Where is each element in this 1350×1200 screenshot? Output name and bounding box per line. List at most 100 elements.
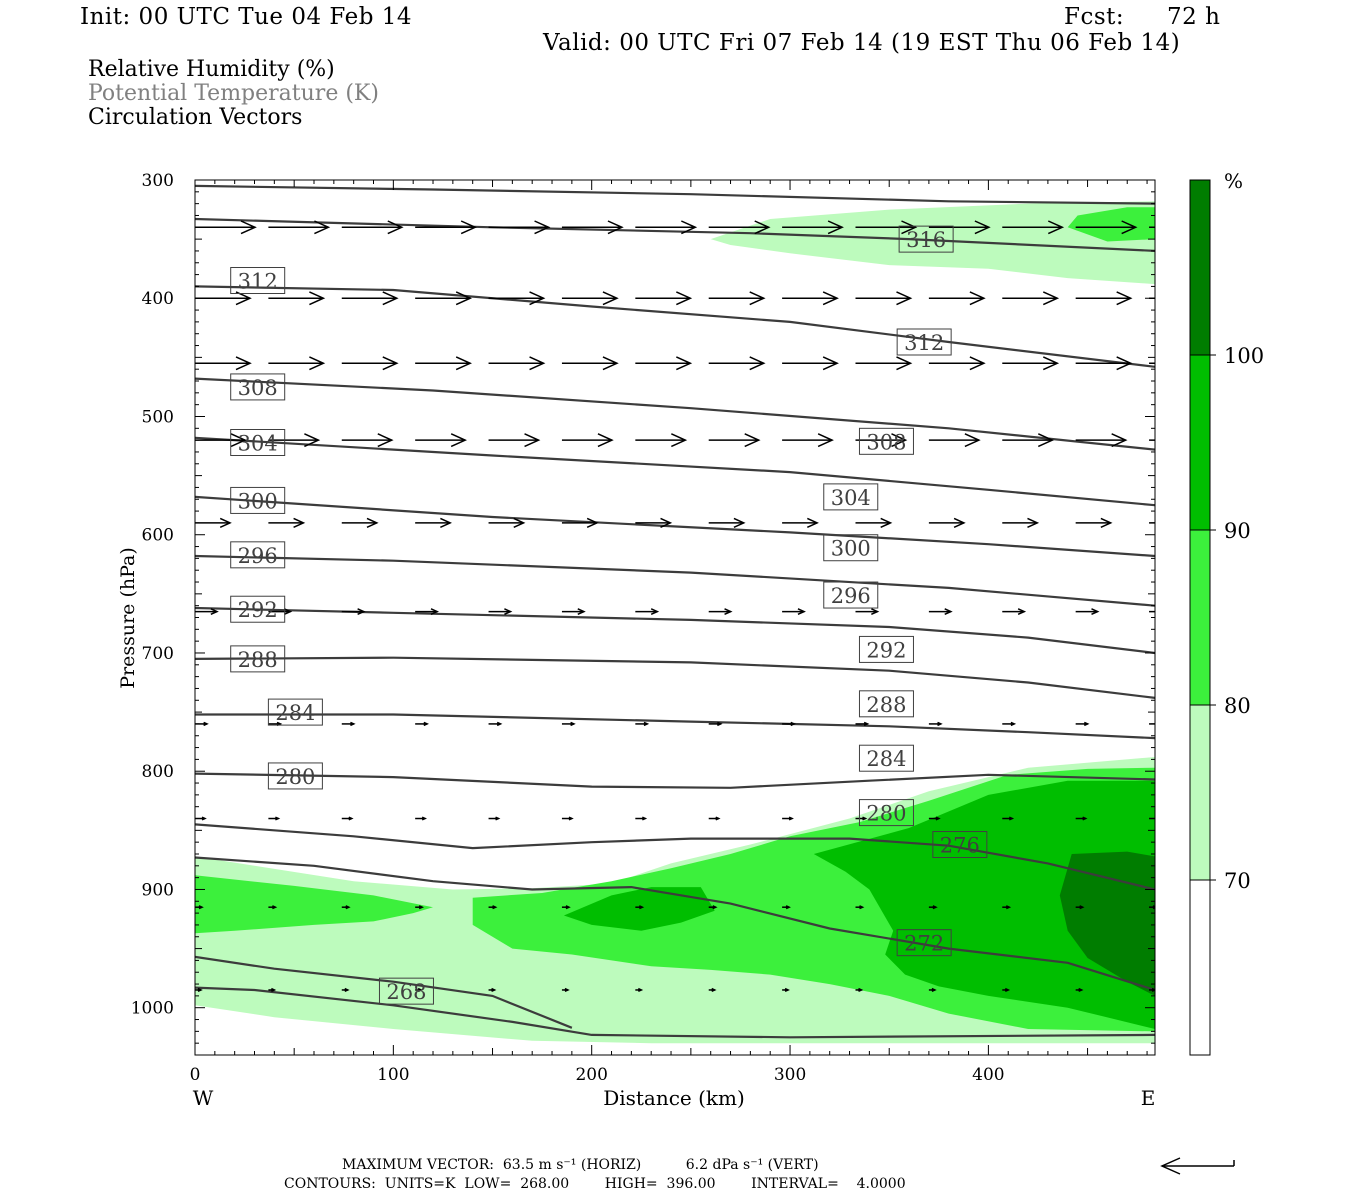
theta-contour-268 (195, 955, 573, 1029)
circulation-vector (341, 816, 354, 821)
circulation-vector (561, 987, 570, 993)
circulation-vector (782, 220, 844, 235)
vector-head (1042, 356, 1060, 371)
theta-label-text: 284 (275, 701, 315, 725)
theta-contour-layer (195, 184, 1155, 1039)
vector-head (749, 356, 766, 371)
circulation-vector (1075, 721, 1090, 727)
circulation-vector (635, 721, 650, 727)
circulation-vector (341, 433, 394, 448)
circulation-vector (1075, 356, 1133, 371)
circulation-vector (782, 987, 790, 993)
forecast-hours: 72 h (1167, 4, 1221, 30)
vector-head (417, 987, 423, 993)
circulation-vector (488, 517, 526, 528)
vector-head (935, 816, 941, 821)
circulation-vector (561, 291, 619, 306)
vector-head (1037, 433, 1055, 448)
y-tick-label: 600 (142, 526, 174, 546)
y-tick-label: 800 (142, 762, 174, 782)
vector-head (1174, 518, 1184, 527)
vector-head (862, 816, 868, 821)
circulation-vector (561, 721, 576, 727)
x-axis-west-label: W (193, 1086, 214, 1110)
vector-head (822, 291, 839, 306)
circulation-vector (488, 987, 497, 993)
circulation-vector (341, 987, 350, 993)
theta-label: 308 (858, 427, 914, 455)
theta-label-box (858, 799, 914, 827)
circulation-vector (1002, 987, 1011, 993)
theta-contour-12 (195, 856, 1155, 992)
vector-head (382, 356, 399, 371)
circulation-vector (928, 987, 937, 993)
valid-time: Valid: 00 UTC Fri 07 Feb 14 (19 EST Thu … (543, 30, 1181, 56)
vector-head (880, 517, 893, 528)
rh-region-90-5 (563, 887, 715, 931)
circulation-vector (708, 608, 733, 616)
vector-head (586, 517, 599, 528)
circulation-vector (561, 905, 571, 910)
x-tick-label: 0 (190, 1065, 201, 1085)
theta-contour-288 (195, 656, 1155, 699)
circulation-vector (195, 433, 247, 448)
theta-label: 312 (896, 328, 952, 356)
theta-label-text: 300 (831, 537, 871, 561)
vector-head (357, 608, 366, 616)
vector-head (198, 905, 204, 910)
vector-head (235, 291, 252, 306)
theta-contour-14 (195, 986, 1155, 1039)
x-tick-label: 300 (774, 1065, 806, 1085)
vector-head (529, 356, 546, 371)
theta-label: 312 (230, 267, 286, 295)
theta-contour-296 (195, 554, 1155, 607)
circulation-vector (1075, 987, 1084, 993)
vector-head (564, 987, 570, 993)
circulation-vector (928, 220, 991, 235)
vector-head (754, 220, 771, 235)
vector-head (974, 220, 991, 235)
vector-head (492, 905, 498, 910)
circulation-vector (708, 433, 761, 448)
circulation-vector (1002, 433, 1055, 448)
forecast-label: Fcst: (1064, 4, 1125, 30)
theta-label-box (823, 581, 879, 609)
theta-label: 272 (896, 929, 952, 957)
circulation-vector (268, 517, 306, 528)
circulation-vector (561, 816, 574, 821)
circulation-vector (561, 220, 624, 235)
circulation-vector (195, 220, 257, 235)
circulation-vector (782, 356, 839, 371)
theta-label-box (230, 267, 286, 295)
theta-contour-304 (195, 436, 1155, 507)
vector-head (201, 816, 207, 821)
circulation-vector (195, 356, 252, 371)
theta-label-box (230, 595, 286, 623)
theta-label-text: 300 (238, 489, 278, 513)
vector-head (366, 517, 379, 528)
circulation-vector (928, 356, 986, 371)
theta-label-box (230, 373, 286, 401)
vector-head (455, 356, 472, 371)
circulation-vector (855, 517, 893, 528)
vector-head (724, 608, 733, 616)
colorbar-segment-70 (1190, 705, 1210, 880)
vector-head (344, 987, 350, 993)
rh-region-80-3 (195, 875, 433, 934)
vector-head (744, 433, 761, 448)
vector-head (1078, 987, 1084, 993)
x-tick-label: 400 (972, 1065, 1004, 1085)
vector-head (643, 721, 650, 727)
vector-head (806, 517, 819, 528)
circulation-vector (635, 517, 673, 528)
circulation-vector (1075, 291, 1133, 306)
circulation-vector (928, 721, 943, 727)
vector-head (1156, 817, 1159, 820)
circulation-vector (708, 721, 723, 727)
vector-head (565, 905, 571, 910)
colorbar-label: 90 (1224, 519, 1251, 543)
circulation-vector (195, 517, 232, 528)
y-tick-label: 700 (142, 644, 174, 664)
vector-head (455, 291, 472, 306)
circulation-vector (415, 987, 423, 993)
